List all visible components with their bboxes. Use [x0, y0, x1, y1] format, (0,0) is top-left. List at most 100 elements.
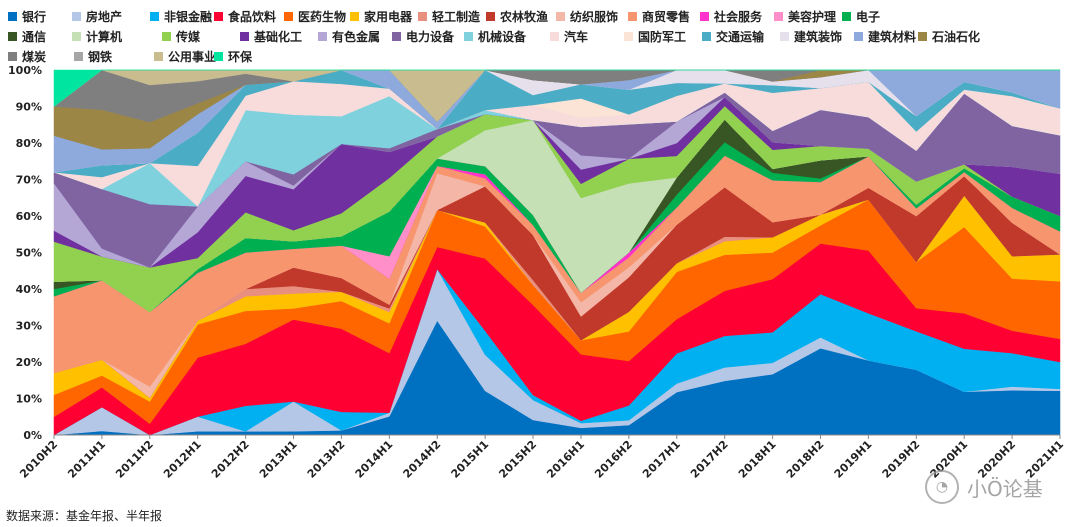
- y-tick-label: 30%: [16, 320, 42, 333]
- legend-item: 医药生物: [284, 8, 350, 25]
- x-tick-label: 2019H1: [832, 438, 875, 481]
- legend-swatch: [72, 31, 81, 41]
- legend-label: 房地产: [86, 9, 123, 24]
- legend-swatch: [72, 11, 81, 21]
- x-tick-label: 2016H2: [592, 438, 635, 481]
- legend-item: 钢铁: [74, 48, 154, 65]
- legend-item: 计算机: [72, 28, 162, 45]
- legend-item: 建筑材料: [854, 28, 918, 45]
- legend-swatch: [774, 11, 783, 21]
- legend-swatch: [154, 51, 163, 61]
- legend-label: 公用事业: [168, 49, 217, 64]
- legend-item: 煤炭: [8, 48, 74, 65]
- x-tick-label: 2011H1: [65, 438, 108, 481]
- chart-legend: 银行 房地产 非银金融 食品饮料 医药生物 家用电器 轻工制造 农林牧渔 纺织服饰 商贸零售 社会服…: [8, 6, 1078, 66]
- legend-swatch: [214, 11, 223, 21]
- x-tick-label: 2013H1: [257, 438, 300, 481]
- legend-label: 美容护理: [788, 9, 837, 24]
- legend-swatch: [214, 51, 223, 61]
- legend-swatch: [284, 11, 293, 21]
- legend-label: 电子: [856, 9, 881, 24]
- x-tick-label: 2019H2: [880, 438, 923, 481]
- legend-item: 通信: [8, 28, 72, 45]
- legend-item: 食品饮料: [214, 8, 284, 25]
- x-tick-label: 2012H2: [209, 438, 252, 481]
- legend-swatch: [550, 31, 559, 41]
- legend-label: 汽车: [564, 29, 589, 44]
- legend-swatch: [74, 51, 83, 61]
- legend-label: 家用电器: [364, 9, 413, 24]
- legend-label: 计算机: [86, 29, 123, 44]
- legend-row: 通信 计算机 传媒 基础化工 有色金属 电力设备 机械设备 汽车 国防军工 交通运输 建筑装饰 建筑材…: [8, 26, 1078, 46]
- legend-label: 有色金属: [332, 29, 381, 44]
- legend-item: 电子: [842, 8, 902, 25]
- data-source-note: 数据来源：基金年报、半年报: [6, 509, 163, 523]
- wechat-icon: ◔: [925, 470, 959, 504]
- legend-item: 轻工制造: [418, 8, 486, 25]
- legend-swatch: [464, 31, 473, 41]
- y-tick-label: 70%: [16, 174, 42, 187]
- legend-item: 有色金属: [318, 28, 392, 45]
- legend-swatch: [700, 11, 709, 21]
- legend-swatch: [392, 31, 401, 41]
- x-tick-label: 2012H1: [161, 438, 204, 481]
- legend-item: 国防军工: [624, 28, 702, 45]
- legend-item: 环保: [214, 48, 274, 65]
- legend-item: 基础化工: [240, 28, 318, 45]
- legend-swatch: [350, 11, 359, 21]
- legend-swatch: [780, 31, 789, 41]
- legend-item: 社会服务: [700, 8, 774, 25]
- x-tick-label: 2018H2: [784, 438, 827, 481]
- legend-swatch: [624, 31, 633, 41]
- x-tick-label: 2015H1: [448, 438, 491, 481]
- legend-label: 医药生物: [298, 9, 347, 24]
- legend-item: 房地产: [72, 8, 150, 25]
- legend-swatch: [842, 11, 851, 21]
- legend-label: 银行: [22, 9, 47, 24]
- legend-label: 石油石化: [932, 29, 981, 44]
- legend-item: 银行: [8, 8, 72, 25]
- y-tick-label: 50%: [16, 247, 42, 260]
- legend-item: 建筑装饰: [780, 28, 854, 45]
- legend-label: 交通运输: [716, 29, 765, 44]
- legend-label: 钢铁: [88, 49, 113, 64]
- legend-swatch: [8, 31, 17, 41]
- legend-item: 公用事业: [154, 48, 217, 65]
- legend-item: 美容护理: [774, 8, 842, 25]
- legend-swatch: [418, 11, 427, 21]
- legend-label: 环保: [228, 49, 253, 64]
- legend-swatch: [702, 31, 711, 41]
- legend-label: 通信: [22, 29, 47, 44]
- y-tick-label: 80%: [16, 137, 42, 150]
- legend-swatch: [486, 11, 495, 21]
- legend-label: 社会服务: [714, 9, 763, 24]
- x-tick-label: 2018H1: [736, 438, 779, 481]
- legend-label: 基础化工: [254, 29, 303, 44]
- x-tick-label: 2015H2: [496, 438, 539, 481]
- x-tick-label: 2010H2: [17, 438, 60, 481]
- area-layers: [53, 69, 1061, 436]
- legend-label: 农林牧渔: [500, 9, 549, 24]
- legend-label: 煤炭: [22, 49, 47, 64]
- legend-item: 汽车: [550, 28, 624, 45]
- y-tick-label: 40%: [16, 283, 42, 296]
- legend-label: 机械设备: [478, 29, 527, 44]
- watermark: ◔ 小Ö论基: [925, 470, 1043, 504]
- y-tick-label: 90%: [16, 101, 42, 114]
- legend-item: 农林牧渔: [486, 8, 556, 25]
- y-tick-label: 10%: [16, 393, 42, 406]
- area-series: [53, 69, 1060, 108]
- legend-label: 轻工制造: [432, 9, 481, 24]
- legend-row: 煤炭 钢铁 公用事业 环保: [8, 46, 1078, 66]
- legend-swatch: [150, 11, 159, 21]
- x-tick-label: 2016H1: [544, 438, 587, 481]
- legend-label: 非银金融: [164, 9, 213, 24]
- legend-label: 建筑材料: [868, 29, 917, 44]
- legend-item: 石油石化: [918, 28, 981, 45]
- x-tick-label: 2017H1: [640, 438, 683, 481]
- legend-label: 建筑装饰: [794, 29, 843, 44]
- legend-item: 商贸零售: [628, 8, 700, 25]
- legend-swatch: [556, 11, 565, 21]
- legend-swatch: [8, 51, 17, 61]
